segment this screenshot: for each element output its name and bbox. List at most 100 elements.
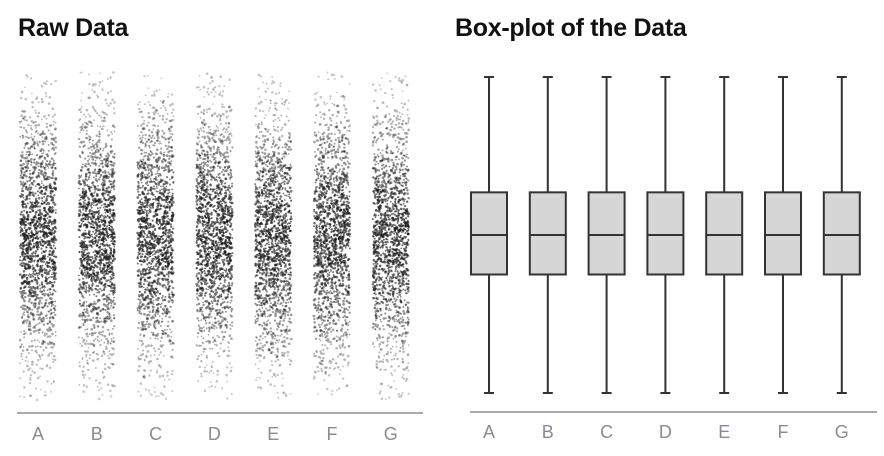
- raw-point-C: [167, 161, 170, 164]
- raw-point-A: [23, 386, 26, 389]
- raw-point-B: [105, 144, 108, 148]
- raw-point-C: [146, 217, 149, 220]
- raw-point-B: [109, 257, 113, 260]
- raw-point-A: [43, 285, 46, 288]
- raw-point-B: [109, 183, 112, 186]
- raw-point-B: [99, 176, 101, 179]
- raw-point-A: [37, 323, 39, 325]
- raw-point-C: [151, 193, 155, 197]
- raw-point-C: [144, 323, 146, 326]
- raw-point-A: [38, 313, 42, 317]
- raw-point-B: [108, 224, 111, 227]
- raw-point-C: [165, 185, 168, 188]
- raw-point-A: [41, 240, 45, 243]
- raw-point-A: [25, 276, 29, 279]
- raw-point-C: [162, 222, 165, 225]
- raw-point-B: [93, 326, 96, 329]
- raw-point-C: [160, 152, 163, 155]
- raw-point-C: [156, 303, 160, 306]
- raw-point-A: [32, 121, 35, 124]
- raw-point-D: [226, 321, 229, 323]
- raw-point-C: [146, 206, 149, 209]
- raw-point-C: [139, 357, 142, 361]
- raw-point-B: [87, 162, 90, 166]
- raw-point-C: [136, 124, 139, 127]
- raw-point-A: [44, 214, 47, 217]
- raw-point-A: [25, 356, 28, 359]
- raw-point-C: [168, 161, 172, 165]
- raw-point-B: [82, 311, 85, 314]
- raw-point-C: [138, 234, 141, 237]
- raw-point-C: [149, 153, 152, 157]
- raw-point-B: [87, 276, 90, 279]
- raw-point-A: [44, 276, 48, 279]
- raw-point-A: [31, 274, 34, 277]
- raw-point-B: [112, 274, 115, 277]
- raw-point-B: [89, 217, 93, 220]
- raw-point-A: [52, 343, 56, 346]
- raw-point-B: [85, 232, 87, 235]
- raw-point-D: [196, 128, 199, 131]
- raw-point-B: [104, 164, 108, 167]
- raw-point-B: [84, 315, 87, 318]
- raw-point-A: [39, 270, 42, 273]
- raw-point-A: [47, 302, 51, 305]
- raw-point-B: [86, 248, 89, 251]
- raw-point-A: [52, 244, 55, 247]
- raw-point-B: [78, 202, 81, 205]
- raw-point-A: [35, 398, 39, 402]
- raw-point-A: [34, 242, 38, 245]
- raw-point-B: [112, 307, 114, 309]
- raw-point-B: [110, 173, 113, 176]
- raw-point-A: [32, 251, 35, 254]
- raw-point-C: [152, 156, 156, 159]
- raw-point-B: [112, 284, 116, 288]
- raw-point-A: [26, 76, 29, 79]
- raw-point-D: [223, 85, 226, 88]
- raw-point-A: [22, 218, 25, 222]
- raw-point-C: [140, 152, 143, 156]
- raw-point-C: [148, 135, 151, 138]
- raw-point-A: [52, 360, 55, 364]
- raw-point-C: [137, 322, 140, 325]
- raw-point-A: [26, 349, 28, 351]
- raw-point-A: [29, 285, 32, 289]
- raw-point-B: [91, 171, 95, 174]
- raw-point-C: [162, 104, 165, 107]
- raw-point-C: [147, 313, 151, 317]
- raw-point-B: [111, 327, 114, 330]
- raw-point-A: [39, 345, 42, 349]
- raw-point-A: [19, 221, 22, 224]
- raw-point-A: [27, 351, 30, 355]
- raw-point-C: [153, 90, 156, 93]
- raw-point-A: [54, 238, 58, 242]
- raw-point-C: [147, 323, 150, 326]
- raw-point-C: [160, 197, 163, 200]
- raw-point-A: [43, 254, 47, 258]
- raw-point-B: [106, 315, 109, 318]
- raw-point-B: [79, 241, 82, 245]
- raw-point-B: [93, 226, 96, 229]
- raw-point-C: [150, 242, 153, 245]
- raw-point-A: [28, 254, 31, 257]
- raw-point-A: [54, 121, 57, 124]
- raw-point-A: [25, 143, 27, 146]
- raw-point-D: [209, 82, 212, 85]
- raw-point-C: [137, 356, 140, 359]
- raw-point-A: [40, 302, 43, 304]
- raw-point-C: [171, 93, 174, 96]
- raw-point-A: [43, 227, 46, 230]
- raw-point-C: [158, 221, 162, 225]
- raw-point-C: [169, 355, 172, 359]
- raw-point-B: [101, 185, 105, 189]
- raw-point-B: [87, 342, 90, 345]
- raw-point-A: [54, 358, 57, 362]
- raw-point-A: [18, 120, 22, 124]
- raw-point-A: [24, 239, 27, 242]
- raw-point-A: [22, 223, 25, 226]
- raw-point-C: [142, 375, 145, 379]
- raw-point-B: [80, 222, 83, 225]
- raw-point-A: [52, 163, 55, 166]
- raw-point-B: [110, 180, 113, 183]
- raw-point-A: [38, 140, 41, 144]
